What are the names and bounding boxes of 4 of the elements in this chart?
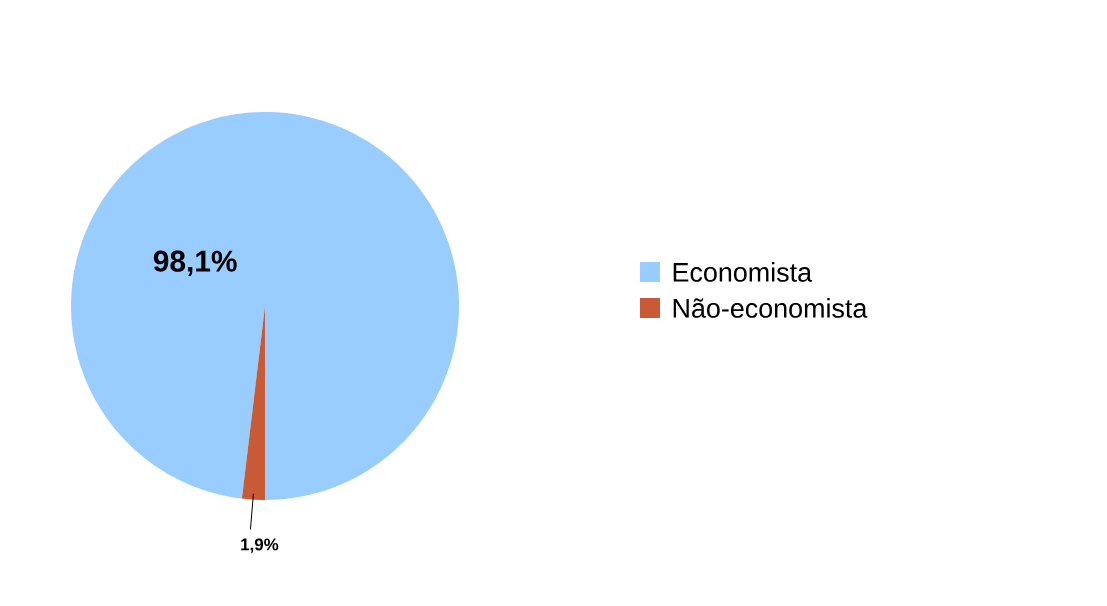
data-label: 98,1% <box>153 250 237 277</box>
legend-label: Economista <box>673 262 813 282</box>
data-label: 1,9% <box>241 538 279 553</box>
legend-label: Não-economista <box>673 298 868 318</box>
